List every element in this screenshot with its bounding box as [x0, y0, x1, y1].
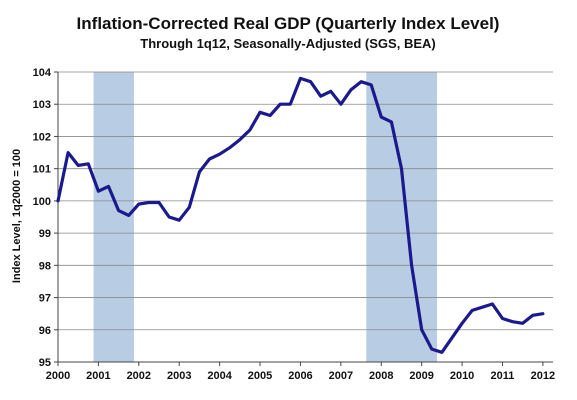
- y-tick-label-95: 95: [39, 357, 51, 369]
- y-tick-label-102: 102: [33, 131, 51, 143]
- data-point: [188, 206, 191, 209]
- data-point: [521, 322, 524, 325]
- x-tick-label-2010: 2010: [450, 370, 474, 382]
- y-tick-label-97: 97: [39, 293, 51, 305]
- recession-shading-layer: [93, 72, 438, 362]
- y-tick-label-103: 103: [33, 99, 51, 111]
- data-point: [127, 214, 130, 217]
- x-tick-label-2008: 2008: [369, 370, 393, 382]
- axes-layer: [57, 72, 553, 363]
- x-tick-label-2007: 2007: [329, 370, 353, 382]
- data-point: [359, 80, 363, 83]
- data-point: [218, 152, 221, 156]
- recession-band-1: [93, 72, 134, 362]
- x-tick-label-2004: 2004: [207, 370, 232, 382]
- x-tick-label-2006: 2006: [288, 370, 312, 382]
- x-tick-label-2012: 2012: [531, 370, 555, 382]
- data-point: [440, 351, 444, 354]
- y-tick-label-96: 96: [39, 325, 51, 337]
- x-tick-label-2005: 2005: [248, 370, 272, 382]
- data-point: [491, 302, 494, 306]
- data-point: [501, 317, 504, 320]
- data-point: [56, 199, 60, 203]
- data-point: [349, 88, 353, 91]
- data-point: [460, 322, 464, 325]
- recession-band-2: [366, 72, 438, 362]
- y-tick-labels: 95 96 97 98 99 100 101 102 103 104: [33, 67, 58, 369]
- data-point: [430, 347, 433, 351]
- data-point: [329, 90, 332, 93]
- y-tick-label-100: 100: [33, 196, 51, 208]
- data-point: [137, 202, 141, 206]
- data-point: [410, 264, 413, 267]
- series-layer: [56, 76, 545, 354]
- data-point: [309, 80, 312, 83]
- data-point: [248, 128, 252, 132]
- data-point: [228, 146, 231, 149]
- x-tick-label-2001: 2001: [86, 370, 110, 382]
- data-point: [390, 120, 393, 124]
- data-point: [157, 201, 161, 204]
- data-point: [198, 170, 201, 174]
- data-point: [299, 77, 302, 80]
- data-point: [117, 209, 120, 212]
- data-point: [380, 115, 383, 119]
- data-point: [97, 190, 100, 193]
- chart-title: Inflation-Corrected Real GDP (Quarterly …: [77, 14, 500, 33]
- y-axis-label: Index Level, 1q2000 = 100: [11, 149, 23, 283]
- data-point: [420, 328, 423, 331]
- data-point: [450, 336, 454, 340]
- data-point: [66, 151, 70, 154]
- y-tick-label-104: 104: [33, 67, 52, 79]
- data-point: [208, 157, 211, 161]
- x-tick-label-2000: 2000: [46, 370, 70, 382]
- chart-subtitle: Through 1q12, Seasonally-Adjusted (SGS, …: [140, 36, 435, 51]
- data-point: [258, 111, 262, 114]
- data-point: [77, 164, 80, 167]
- data-point: [87, 162, 90, 166]
- data-point: [279, 103, 282, 106]
- x-tick-label-2011: 2011: [491, 370, 515, 382]
- gridlines-layer: [58, 71, 553, 331]
- data-point: [147, 201, 151, 204]
- data-point: [167, 215, 171, 219]
- data-point: [178, 219, 181, 222]
- data-point: [400, 167, 403, 170]
- data-point: [531, 314, 534, 317]
- data-point: [470, 309, 474, 312]
- data-point: [541, 312, 545, 315]
- y-tick-label-98: 98: [39, 260, 51, 272]
- data-point: [481, 306, 484, 309]
- x-tick-label-2002: 2002: [127, 370, 151, 382]
- x-tick-label-2009: 2009: [409, 370, 433, 382]
- y-tick-label-99: 99: [39, 228, 51, 240]
- y-tick-label-101: 101: [33, 164, 51, 176]
- data-point: [268, 114, 272, 117]
- data-point: [369, 83, 373, 87]
- data-point: [107, 185, 110, 188]
- x-tick-label-2003: 2003: [167, 370, 191, 382]
- x-tick-labels: 2000 2001 2002 2003 2004 2005 2006 2007 2008 2009…: [46, 362, 555, 382]
- data-point: [511, 320, 514, 323]
- data-point: [238, 138, 242, 141]
- data-point: [339, 103, 343, 106]
- data-point: [289, 103, 292, 106]
- data-point: [319, 94, 322, 98]
